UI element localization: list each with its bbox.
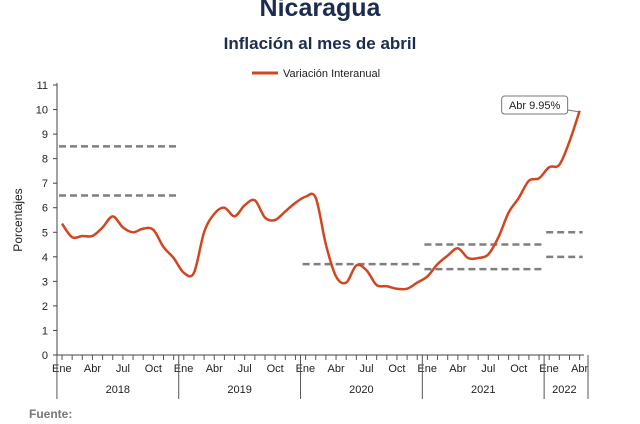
x-tick-label: Jul [238,363,252,375]
x-tick-label: Oct [510,363,527,375]
x-tick-label: Ene [52,363,72,375]
x-tick-label: Oct [267,363,284,375]
x-tick-label: Ene [539,363,559,375]
x-tick-label: Abr [449,363,466,375]
y-axis-title: Porcentajes [11,188,25,251]
x-tick-label: Abr [206,363,223,375]
y-tick-label: 2 [42,301,48,313]
y-tick-label: 10 [36,105,48,117]
x-tick-label: Abr [571,363,588,375]
annotation-label: Abr 9.95% [509,100,561,112]
annotation-box [501,95,569,115]
chart-subtitle: Inflación al mes de abril [223,34,417,53]
x-tick-label: Oct [145,363,162,375]
y-tick-label: 7 [42,178,48,190]
year-label: 2021 [471,384,495,396]
x-tick-label: Abr [327,363,344,375]
x-tick-label: Ene [174,363,194,375]
year-label: 2020 [349,384,373,396]
chart-title: Nicaragua [259,0,381,22]
x-tick-label: Ene [417,363,437,375]
legend-label: Variación Interanual [283,68,380,80]
year-label: 2018 [106,384,130,396]
year-label: 2019 [227,384,251,396]
x-tick-label: Jul [116,363,130,375]
series-line-variacion-interanual [60,110,581,291]
y-tick-label: 4 [42,252,48,264]
source-label: Fuente: [29,407,73,421]
year-label: 2022 [552,384,576,396]
y-tick-label: 3 [42,276,48,288]
y-tick-label: 6 [42,203,48,215]
y-tick-label: 9 [42,129,48,141]
y-tick-label: 8 [42,154,48,166]
x-tick-label: Abr [84,363,101,375]
y-tick-label: 0 [42,350,48,362]
y-tick-label: 11 [37,80,48,92]
y-tick-label: 5 [42,227,48,239]
x-tick-label: Jul [359,363,373,375]
x-tick-label: Oct [388,363,405,375]
annotation-pointer [567,109,579,113]
x-tick-label: Jul [481,363,495,375]
y-tick-label: 1 [42,325,48,337]
inflation-line-chart: 0 1 2 3 4 5 6 7 8 9 10 11 Porcentajes Ene Abr Jul Oct Ene… [11,68,589,399]
x-tick-label: Ene [296,363,316,375]
